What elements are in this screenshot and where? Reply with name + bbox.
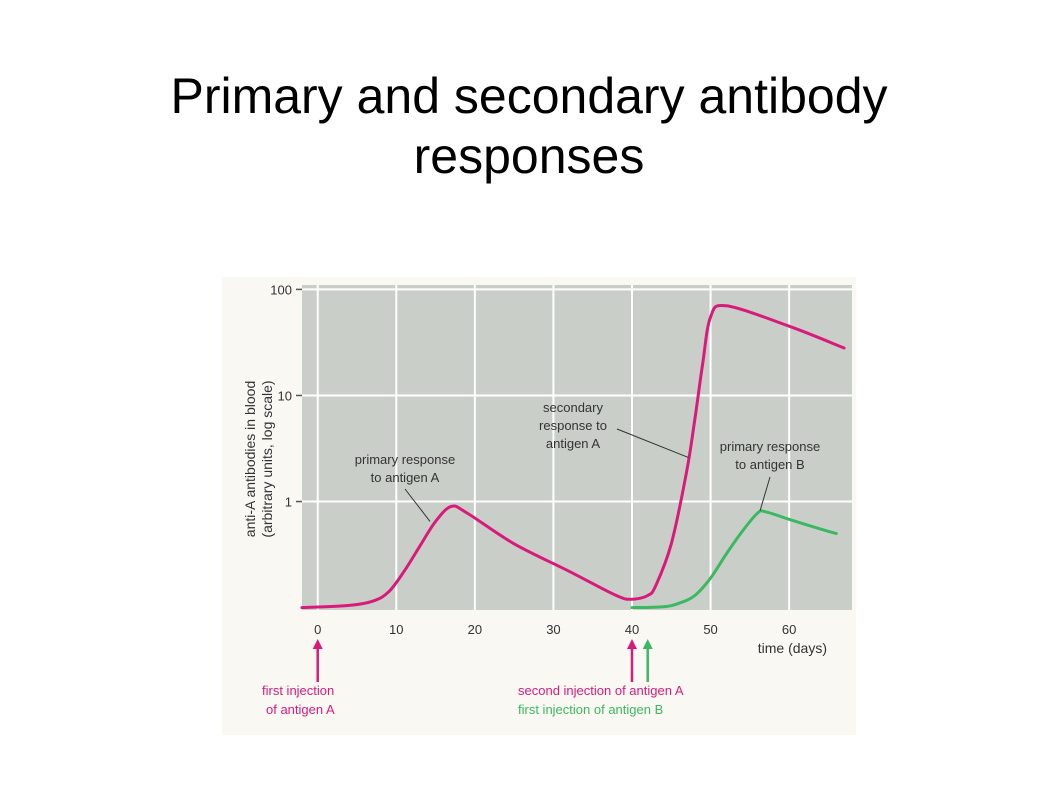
annotation-primary-b-line-1: primary response bbox=[720, 439, 820, 454]
annotation-primary-b-line-2: to antigen B bbox=[735, 457, 804, 472]
y-axis-label-line-2: (arbitrary units, log scale) bbox=[259, 380, 275, 537]
chart-svg: 1 10 100 0 10 20 30 40 50 60 anti-A antibodies i… bbox=[242, 282, 852, 717]
first-injection-label-line-1: first injection bbox=[262, 683, 334, 698]
antibody-response-chart: 1 10 100 0 10 20 30 40 50 60 anti-A antibodies i… bbox=[222, 277, 856, 735]
second-injection-a-arrow-head bbox=[627, 639, 637, 649]
pointer-primary-b bbox=[759, 476, 771, 511]
y-tick-label: 1 bbox=[285, 495, 292, 510]
first-injection-a-arrow-head bbox=[312, 639, 323, 649]
slide-title: Primary and secondary antibody responses bbox=[0, 66, 1058, 186]
antigen-a-line bbox=[300, 303, 846, 610]
first-injection-b-arrow-head bbox=[642, 639, 653, 649]
x-tick-label: 30 bbox=[546, 622, 560, 637]
antigen-b-line bbox=[630, 509, 838, 610]
pointer-primary-a bbox=[404, 488, 431, 522]
slide-title-line-1: Primary and secondary antibody bbox=[170, 68, 888, 124]
first-injection-b-label: first injection of antigen B bbox=[518, 702, 663, 717]
second-injection-a-label: second injection of antigen A bbox=[518, 683, 684, 698]
y-axis-label-line-1: anti-A antibodies in blood bbox=[242, 381, 258, 537]
y-tick-label: 10 bbox=[278, 388, 292, 403]
slide-title-line-2: responses bbox=[413, 128, 645, 184]
x-tick-label: 50 bbox=[703, 622, 717, 637]
annotation-secondary-a-line-2: response to bbox=[539, 418, 607, 433]
plot-area bbox=[302, 285, 852, 610]
annotation-secondary-a-line-1: secondary bbox=[543, 400, 603, 415]
x-tick-label: 60 bbox=[782, 622, 796, 637]
x-axis-label: time (days) bbox=[758, 640, 827, 656]
annotation-primary-a-line-2: to antigen A bbox=[371, 470, 440, 485]
pointer-secondary-a bbox=[616, 428, 689, 458]
first-injection-label-line-2: of antigen A bbox=[266, 702, 335, 717]
annotation-primary-a-line-1: primary response bbox=[355, 452, 455, 467]
annotation-secondary-a-line-3: antigen A bbox=[546, 436, 601, 451]
x-tick-label: 10 bbox=[389, 622, 403, 637]
x-tick-label: 20 bbox=[468, 622, 482, 637]
x-tick-label: 40 bbox=[625, 622, 639, 637]
y-tick-label: 100 bbox=[270, 282, 292, 297]
x-tick-label: 0 bbox=[314, 622, 321, 637]
